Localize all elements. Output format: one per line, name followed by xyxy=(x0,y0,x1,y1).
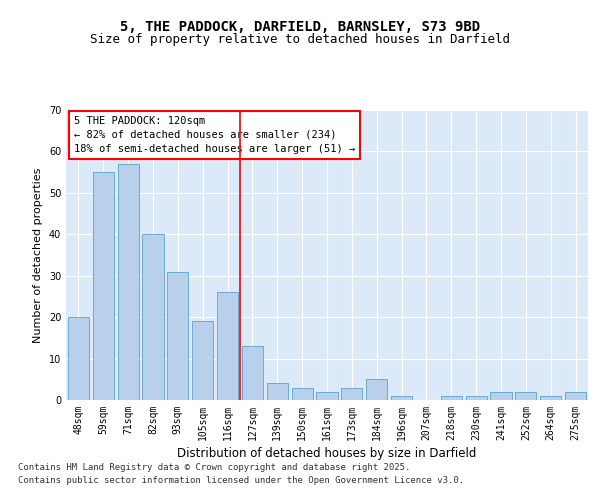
Text: Contains HM Land Registry data © Crown copyright and database right 2025.: Contains HM Land Registry data © Crown c… xyxy=(18,462,410,471)
Bar xyxy=(217,292,238,400)
Text: 5 THE PADDOCK: 120sqm
← 82% of detached houses are smaller (234)
18% of semi-det: 5 THE PADDOCK: 120sqm ← 82% of detached … xyxy=(74,116,355,154)
Bar xyxy=(267,384,288,400)
Bar xyxy=(565,392,586,400)
Bar xyxy=(118,164,139,400)
Bar xyxy=(391,396,412,400)
Bar xyxy=(466,396,487,400)
Bar xyxy=(292,388,313,400)
Text: Contains public sector information licensed under the Open Government Licence v3: Contains public sector information licen… xyxy=(18,476,464,485)
Text: Size of property relative to detached houses in Darfield: Size of property relative to detached ho… xyxy=(90,32,510,46)
Bar xyxy=(515,392,536,400)
Bar xyxy=(167,272,188,400)
Bar xyxy=(540,396,561,400)
Bar xyxy=(242,346,263,400)
Bar xyxy=(192,322,213,400)
Bar xyxy=(142,234,164,400)
Bar xyxy=(441,396,462,400)
Y-axis label: Number of detached properties: Number of detached properties xyxy=(33,168,43,342)
Bar xyxy=(341,388,362,400)
Bar xyxy=(93,172,114,400)
Bar xyxy=(490,392,512,400)
X-axis label: Distribution of detached houses by size in Darfield: Distribution of detached houses by size … xyxy=(178,447,476,460)
Text: 5, THE PADDOCK, DARFIELD, BARNSLEY, S73 9BD: 5, THE PADDOCK, DARFIELD, BARNSLEY, S73 … xyxy=(120,20,480,34)
Bar xyxy=(366,380,387,400)
Bar xyxy=(68,317,89,400)
Bar xyxy=(316,392,338,400)
